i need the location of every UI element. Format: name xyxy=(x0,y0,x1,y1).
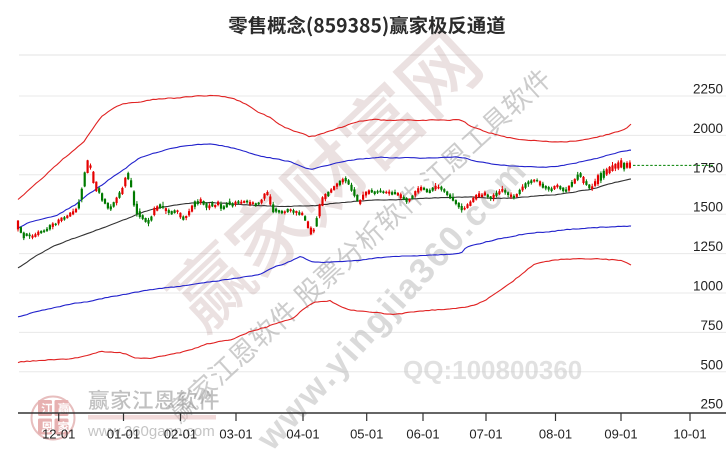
svg-text:QQ:100800360: QQ:100800360 xyxy=(403,355,582,385)
svg-text:1000: 1000 xyxy=(693,279,723,294)
svg-text:08-01: 08-01 xyxy=(539,427,572,442)
svg-text:2250: 2250 xyxy=(693,82,723,97)
svg-text:10-01: 10-01 xyxy=(673,427,706,442)
svg-text:04-01: 04-01 xyxy=(286,427,319,442)
svg-text:500: 500 xyxy=(700,357,723,372)
svg-text:1750: 1750 xyxy=(693,160,723,175)
svg-text:07-01: 07-01 xyxy=(469,427,502,442)
svg-text:01-01: 01-01 xyxy=(107,427,140,442)
svg-text:250: 250 xyxy=(700,397,723,412)
svg-text:02-01: 02-01 xyxy=(164,427,197,442)
svg-text:750: 750 xyxy=(700,318,723,333)
svg-text:2000: 2000 xyxy=(693,121,723,136)
svg-text:12-01: 12-01 xyxy=(42,427,75,442)
svg-text:03-01: 03-01 xyxy=(219,427,252,442)
svg-text:09-01: 09-01 xyxy=(604,427,637,442)
svg-text:1500: 1500 xyxy=(693,200,723,215)
svg-text:05-01: 05-01 xyxy=(350,427,383,442)
svg-text:www.360gann.com: www.360gann.com xyxy=(87,423,215,440)
svg-text:06-01: 06-01 xyxy=(406,427,439,442)
svg-text:1250: 1250 xyxy=(693,239,723,254)
